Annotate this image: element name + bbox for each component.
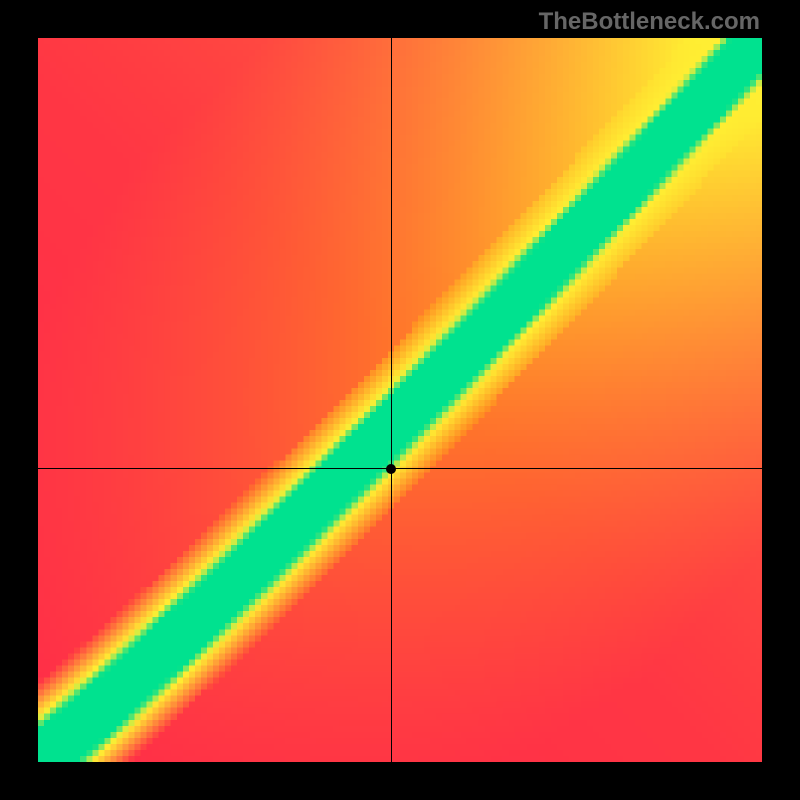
watermark-text: TheBottleneck.com — [539, 8, 760, 36]
crosshair-vertical — [391, 38, 392, 762]
chart-container: TheBottleneck.com — [0, 0, 800, 800]
bottleneck-heatmap — [38, 38, 762, 762]
selection-marker-dot — [386, 464, 396, 474]
crosshair-horizontal — [38, 468, 762, 469]
